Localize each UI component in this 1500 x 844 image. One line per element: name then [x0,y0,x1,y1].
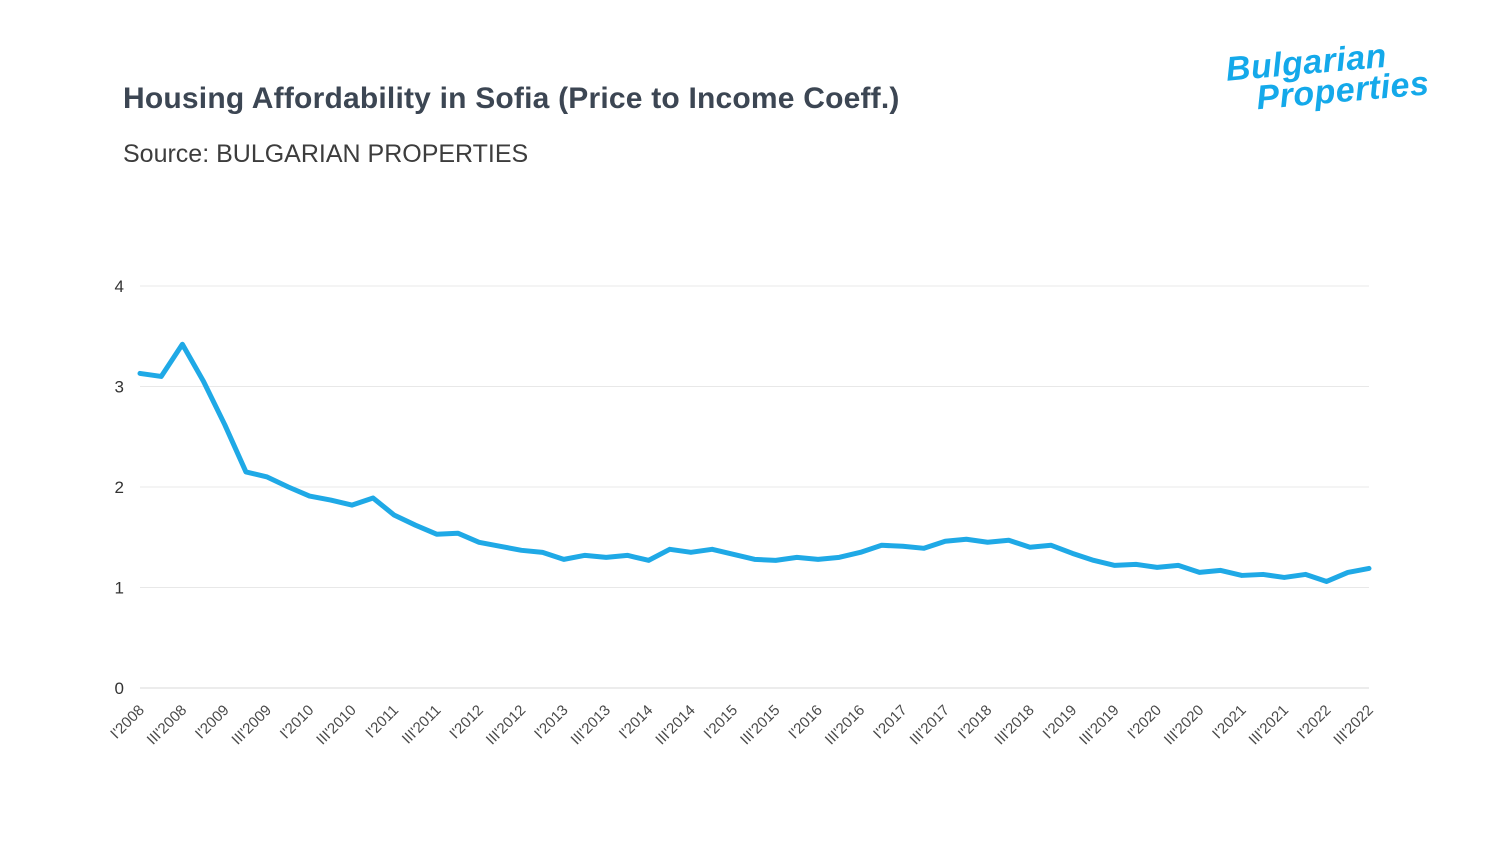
x-axis-tick-label: III'2019 [1076,702,1122,748]
source-label: Source: BULGARIAN PROPERTIES [123,140,529,168]
x-axis-tick-label: III'2009 [228,702,274,748]
x-axis-tick-label: III'2011 [399,702,445,748]
x-axis-tick-label: I'2010 [277,702,318,743]
x-axis-tick-label: III'2020 [1161,702,1207,748]
x-axis-tick-label: I'2012 [446,702,487,743]
x-axis-tick-label: I'2017 [870,702,911,743]
x-axis-tick-label: I'2020 [1124,702,1165,743]
x-axis-tick-label: I'2013 [531,702,572,743]
x-axis-tick-label: I'2021 [1209,702,1250,743]
x-axis-tick-label: III'2013 [568,702,614,748]
y-axis-tick-label: 3 [115,378,124,397]
x-axis-tick-label: I'2019 [1040,702,1081,743]
x-axis-tick-label: I'2009 [192,702,233,743]
x-axis-tick-label: I'2016 [785,702,826,743]
y-axis-tick-label: 2 [115,478,124,497]
y-axis-tick-label: 4 [115,277,124,296]
y-axis-tick-label: 0 [115,679,124,698]
x-axis-tick-label: III'2022 [1330,702,1376,748]
x-axis-tick-label: III'2021 [1246,702,1292,748]
x-axis-tick-label: I'2015 [701,702,742,743]
x-axis-tick-label: I'2011 [362,702,402,742]
x-axis-tick-label: III'2018 [991,702,1037,748]
x-axis-tick-label: I'2022 [1294,702,1335,743]
x-axis-tick-label: III'2012 [483,702,529,748]
bulgarian-properties-logo: Bulgarian Properties [1224,37,1430,118]
x-axis-tick-label: I'2014 [616,702,657,743]
x-axis-tick-label: III'2015 [737,702,783,748]
x-axis-tick-label: III'2017 [907,702,953,748]
chart-line [137,341,1372,584]
x-axis-tick-label: III'2008 [144,702,190,748]
x-axis-tick-label: III'2016 [822,702,868,748]
x-axis-tick-label: III'2010 [313,702,359,748]
x-axis-tick-label: I'2008 [107,702,148,743]
y-axis-tick-label: 1 [115,579,124,598]
x-axis-tick-label: III'2014 [652,702,698,748]
x-axis-tick-label: I'2018 [955,702,996,743]
affordability-line-chart: 0 1 2 3 4 I'2008 III'2008 I'2009 III'2009 I'2010 I… [80,255,1420,795]
page-title: Housing Affordability in Sofia (Price to… [123,82,900,115]
